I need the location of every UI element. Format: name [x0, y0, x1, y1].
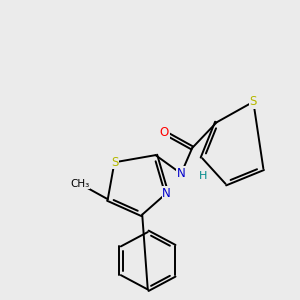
Text: CH₃: CH₃ [70, 179, 90, 189]
Text: H: H [199, 171, 208, 181]
Text: S: S [250, 95, 257, 108]
Text: O: O [160, 126, 169, 139]
Text: N: N [177, 167, 185, 180]
Text: N: N [162, 187, 171, 200]
Text: S: S [111, 156, 118, 169]
